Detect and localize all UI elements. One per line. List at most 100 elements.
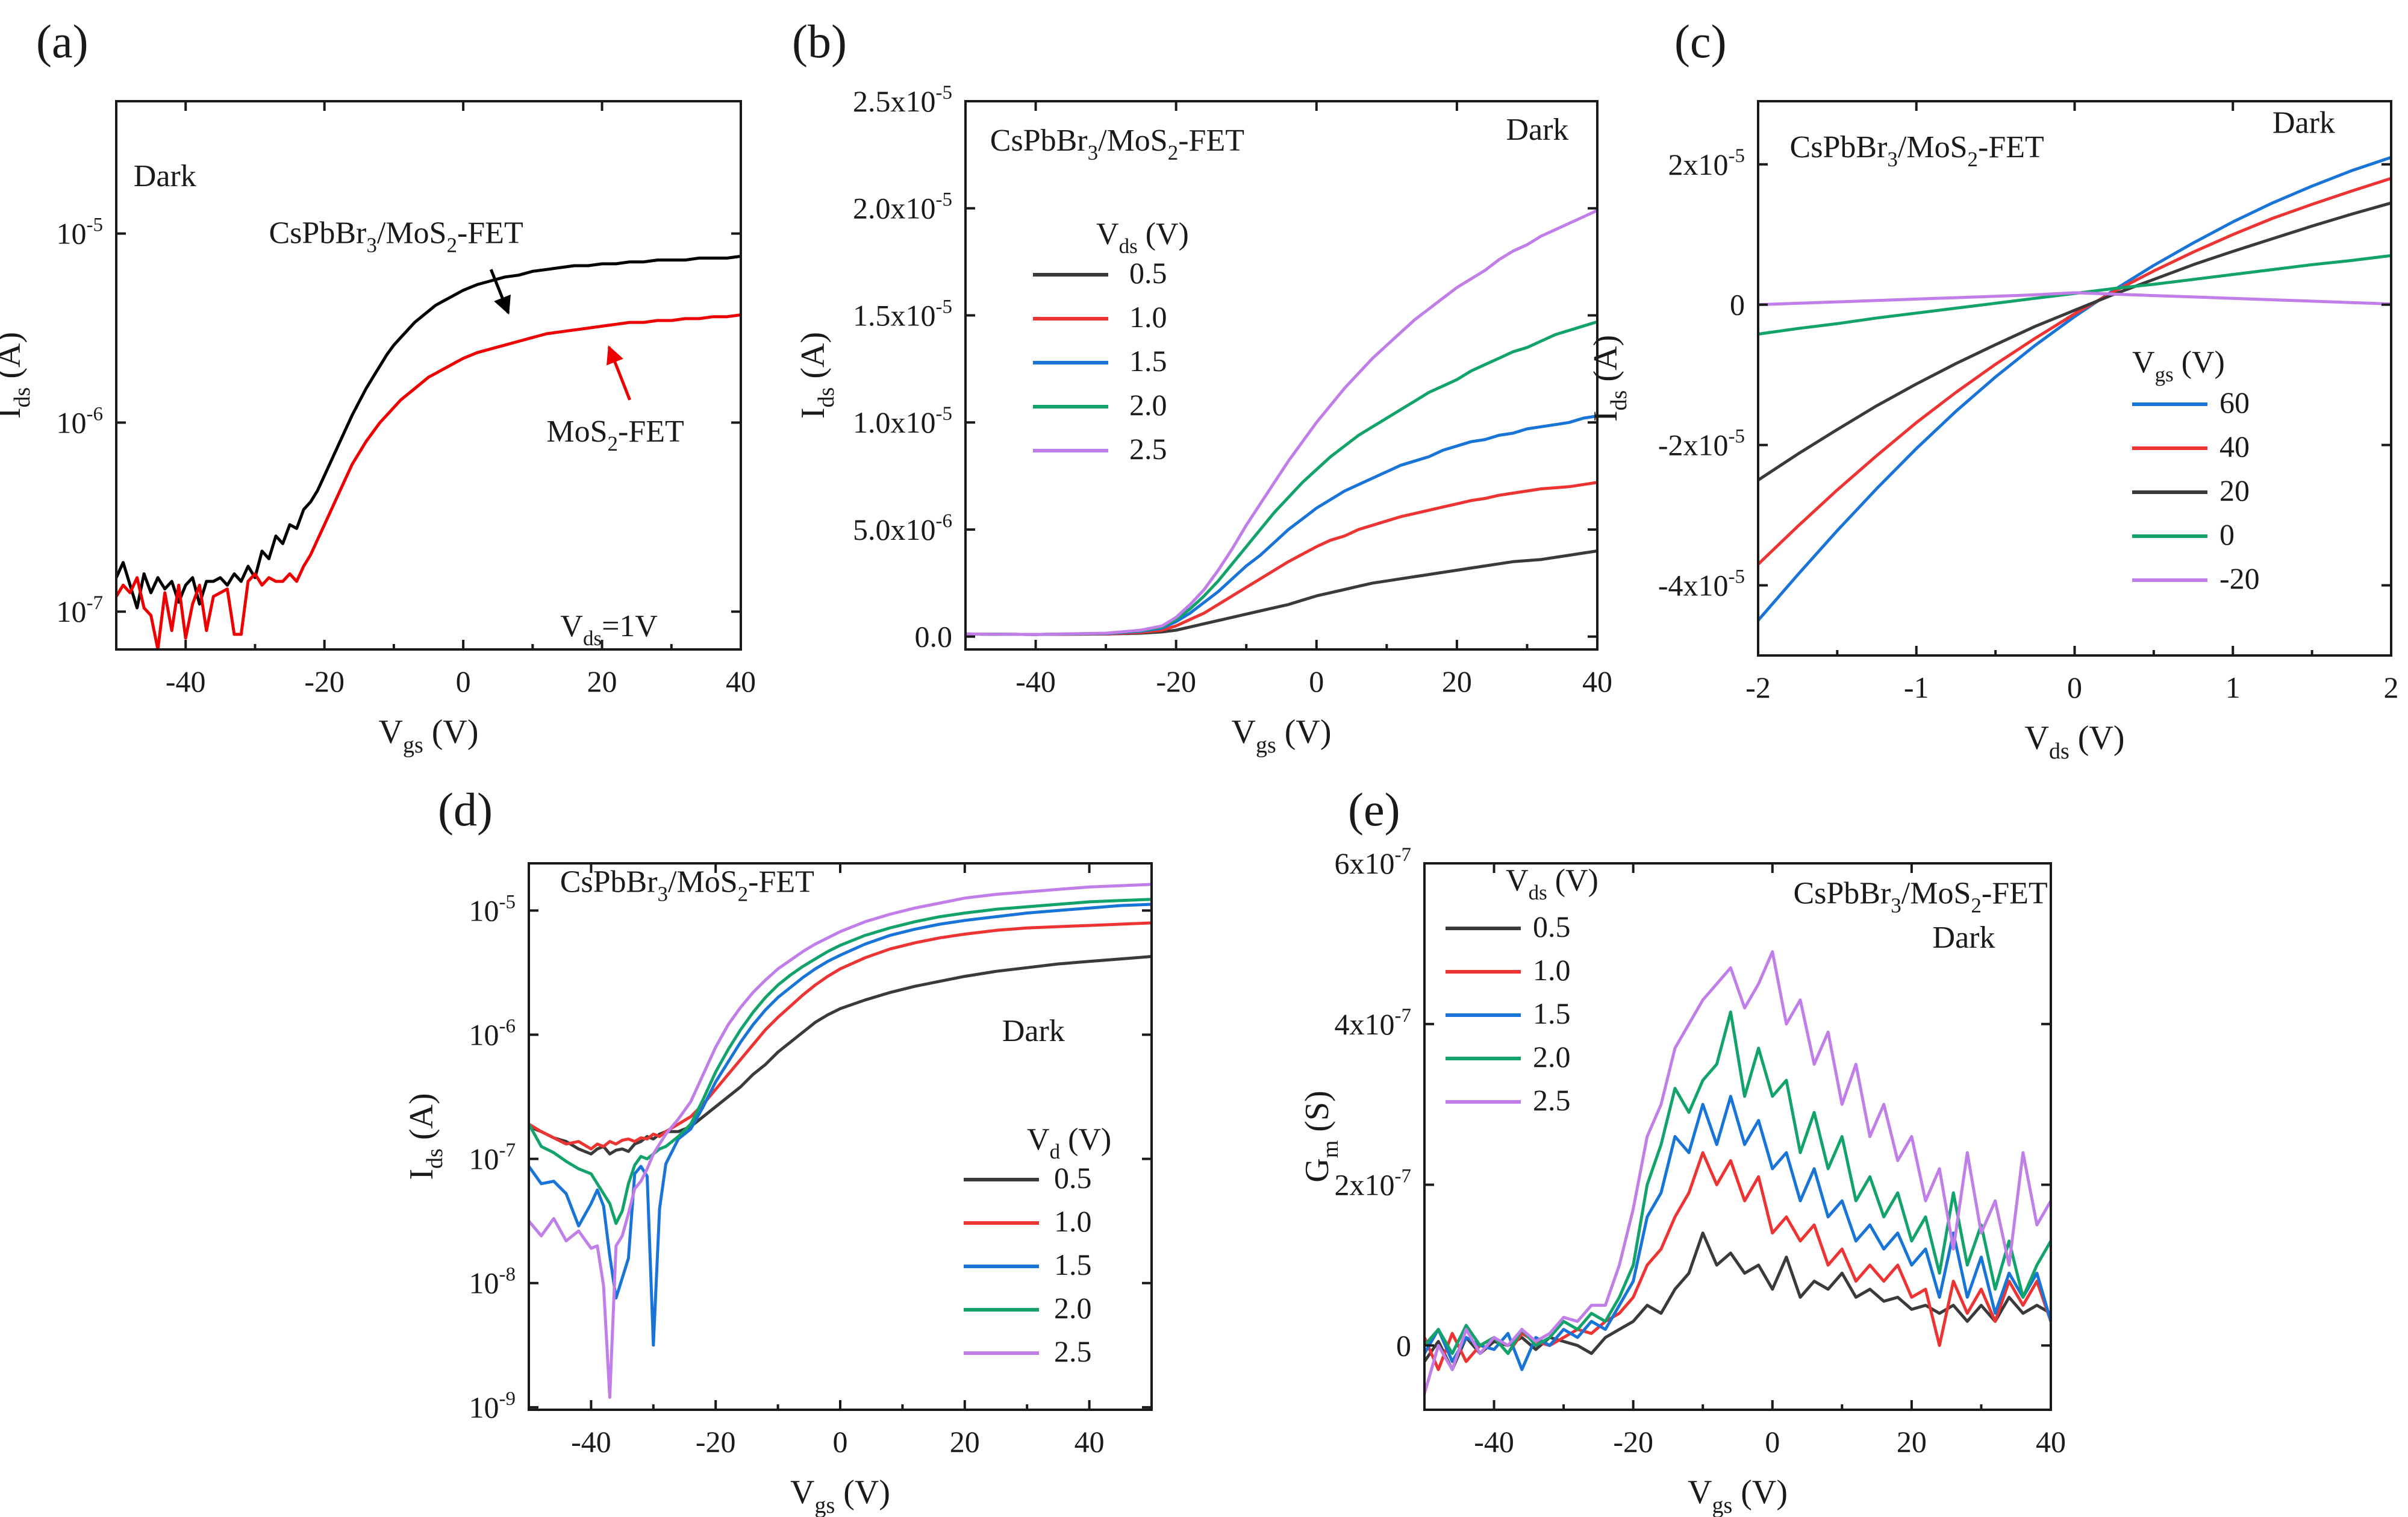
annotation-dark: Dark — [1933, 921, 1995, 955]
legend-label: 1.0 — [1129, 300, 1167, 334]
y-tick-label: 10-7 — [469, 1140, 516, 1176]
y-tick-label: 0 — [1730, 288, 1745, 322]
series-line-2.0 — [1424, 1010, 2051, 1356]
y-axis-label: Ids (A) — [794, 332, 839, 419]
series-line-2.5 — [965, 208, 1597, 636]
series-line-0 — [1758, 254, 2391, 336]
device-label: CsPbBr3/MoS2-FET — [1790, 130, 2044, 171]
series-annotation-label: CsPbBr3/MoS2-FET — [269, 216, 523, 257]
series-line-1.0 — [965, 481, 1597, 636]
annotation-dark: Dark — [134, 159, 196, 193]
x-tick-label: -20 — [304, 665, 345, 698]
legend-label: 40 — [2219, 430, 2250, 463]
x-tick-label: 0 — [1309, 665, 1324, 698]
y-axis-label: Ids (A) — [0, 332, 35, 419]
y-tick-label: 1.5x10-5 — [853, 296, 952, 332]
series-line-40 — [1758, 177, 2391, 566]
legend: Vgs (V)60 40 20 0 -20 — [2132, 345, 2260, 595]
series-line-2.0 — [965, 320, 1597, 636]
legend-label: 0.5 — [1533, 910, 1571, 943]
series-group — [965, 208, 1597, 636]
legend-title: Vgs (V) — [2132, 345, 2225, 386]
series-annotation-label: MoS2-FET — [546, 414, 684, 455]
y-tick-label: 2x10-7 — [1335, 1166, 1412, 1202]
x-tick-label: 0 — [2067, 671, 2082, 704]
y-tick-label: 0.0 — [915, 620, 953, 654]
x-tick-label: -20 — [1156, 665, 1196, 698]
y-tick-label: -2x10-5 — [1658, 426, 1745, 462]
legend-label: -20 — [2219, 561, 2260, 595]
x-tick-label: 20 — [1442, 665, 1472, 698]
series-line--20 — [1758, 291, 2391, 307]
y-tick-label: 5.0x10-6 — [853, 510, 952, 546]
x-tick-label: 40 — [1582, 665, 1612, 698]
annotation-dark: Dark — [1506, 113, 1568, 147]
plot-frame — [1757, 100, 2392, 657]
x-tick-label: 40 — [726, 665, 756, 698]
y-tick-label: 1.0x10-5 — [853, 403, 952, 439]
legend-label: 1.5 — [1129, 344, 1167, 378]
series-line-1.5 — [529, 902, 1152, 1347]
x-tick-label: -40 — [571, 1425, 611, 1459]
panel-label: (b) — [792, 15, 847, 67]
series-group — [1758, 155, 2391, 622]
legend-label: 1.5 — [1533, 996, 1571, 1030]
chart-panel-d: (d) -40 -20 0 20 40 10-9 10-8 10-7 10-6 10-5 Vgs (V… — [403, 783, 1153, 1517]
y-axis-label: Ids (A) — [1587, 335, 1632, 422]
x-tick-label: 20 — [1897, 1425, 1927, 1459]
x-tick-label: -2 — [1745, 671, 1771, 704]
x-axis-label: Vds (V) — [2025, 719, 2125, 764]
panel-label: (e) — [1348, 783, 1400, 836]
y-tick-label: 4x10-7 — [1335, 1005, 1412, 1041]
x-tick-label: 1 — [2226, 671, 2241, 704]
panel-label: (c) — [1674, 15, 1727, 67]
series-group — [529, 883, 1152, 1399]
device-label: CsPbBr3/MoS2-FET — [990, 124, 1244, 164]
series-line-1.5 — [1424, 1095, 2051, 1371]
y-tick-label: 6x10-7 — [1335, 844, 1412, 880]
legend-title: Vds (V) — [1096, 217, 1189, 258]
x-tick-label: -20 — [1613, 1425, 1653, 1459]
annotation-arrow — [607, 345, 631, 401]
x-tick-label: 20 — [587, 665, 617, 698]
y-tick-label: -4x10-5 — [1658, 566, 1745, 602]
chart-panel-a: (a) -40 -20 0 20 40 10-7 10-6 10-5 Vgs (V) Ids (A)… — [0, 15, 756, 758]
y-tick-label: 10-6 — [57, 403, 104, 439]
series-line-2.5 — [529, 883, 1152, 1399]
x-tick-label: -40 — [1015, 665, 1056, 698]
device-label: CsPbBr3/MoS2-FET — [560, 865, 814, 906]
legend-label: 2.0 — [1533, 1040, 1571, 1074]
legend-label: 60 — [2219, 386, 2250, 419]
chart-panel-b: (b) -40 -20 0 20 40 0.0 5.0x10-6 1.0x10-5 1.5x10-… — [792, 15, 1612, 758]
legend: Vd (V)0.5 1.0 1.5 2.0 2.5 — [964, 1122, 1111, 1368]
panel-label: (a) — [36, 15, 89, 67]
x-tick-label: 0 — [456, 665, 471, 698]
x-tick-label: -1 — [1904, 671, 1929, 704]
y-tick-label: 10-7 — [57, 592, 104, 628]
series-line-MoS2-FET — [116, 313, 741, 649]
series-line-20 — [1758, 201, 2391, 482]
series-group — [1424, 950, 2051, 1395]
series-line-1.5 — [965, 414, 1597, 636]
annotation-vds: Vds=1V — [560, 609, 658, 650]
x-axis-label: Vgs (V) — [1232, 713, 1332, 758]
chart-panel-e: (e) -40 -20 0 20 40 0 2x10-7 4x10-7 6x10-7 Vgs (V)… — [1299, 783, 2066, 1517]
device-label: CsPbBr3/MoS2-FET — [1793, 877, 2047, 918]
x-tick-label: -40 — [166, 665, 206, 698]
y-tick-label: 10-8 — [469, 1264, 516, 1300]
legend-label: 20 — [2219, 474, 2250, 507]
plot-frame — [964, 100, 1599, 651]
legend: Vds (V)0.5 1.0 1.5 2.0 2.5 — [1033, 217, 1189, 466]
legend-label: 1.0 — [1054, 1204, 1092, 1238]
series-line-60 — [1758, 155, 2391, 622]
x-tick-label: 0 — [833, 1425, 848, 1459]
series-line-2.5 — [1424, 950, 2051, 1395]
legend-label: 0 — [2219, 518, 2235, 551]
x-tick-label: 0 — [1765, 1425, 1780, 1459]
x-axis-label: Vgs (V) — [790, 1474, 890, 1517]
annotation-arrow — [489, 269, 511, 315]
chart-panel-c: (c) -2 -1 0 1 2 -4x10-5 -2x10-5 0 2x10-5 Vds (V) Id… — [1587, 15, 2399, 764]
legend-label: 0.5 — [1129, 256, 1167, 290]
x-axis-label: Vgs (V) — [1688, 1474, 1788, 1517]
